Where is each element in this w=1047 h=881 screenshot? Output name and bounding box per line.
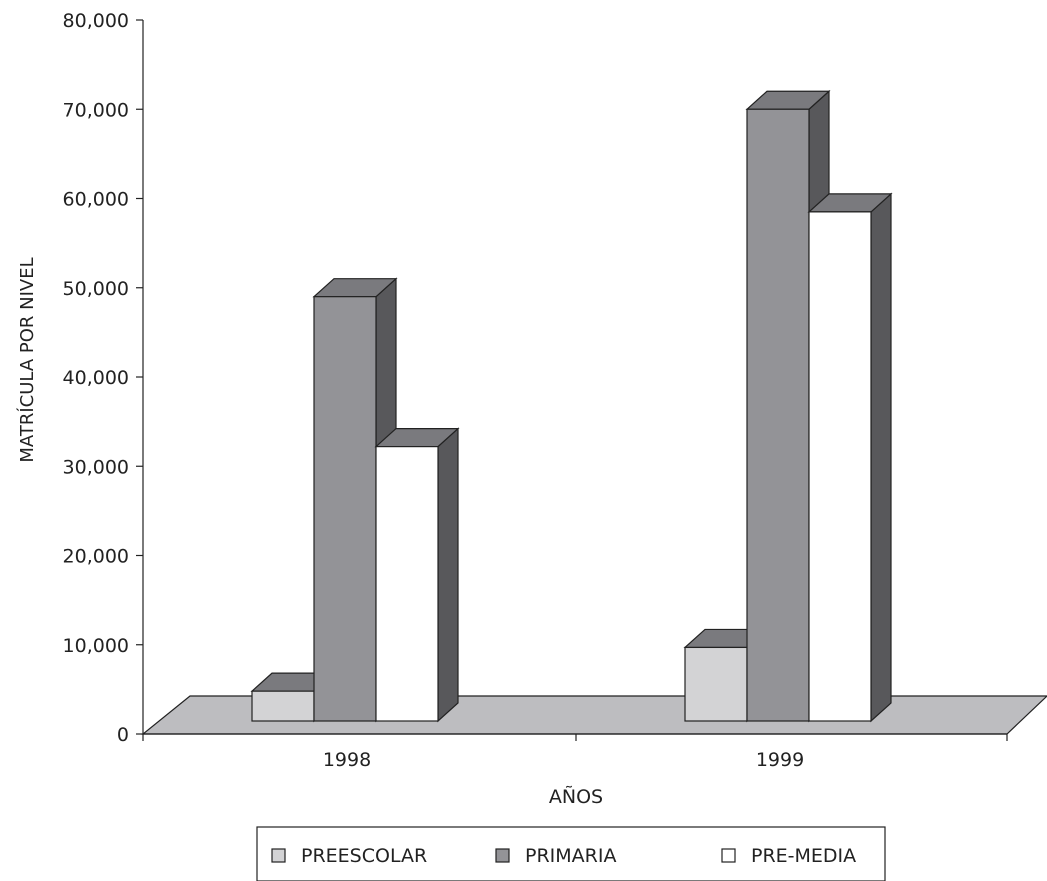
y-tick-label: 20,000 xyxy=(63,546,129,568)
bar xyxy=(374,427,460,723)
y-tick-label: 10,000 xyxy=(63,635,129,657)
legend-box xyxy=(256,826,886,881)
legend-swatch xyxy=(495,848,510,863)
legend-label: PRIMARIA xyxy=(525,845,616,867)
x-tick-label: 1998 xyxy=(323,749,371,771)
legend-label: PREESCOLAR xyxy=(301,845,427,867)
y-tick-label: 50,000 xyxy=(63,278,129,300)
bar-side xyxy=(437,427,459,723)
bar xyxy=(312,277,398,723)
bar-front xyxy=(808,211,872,722)
y-tick-label: 70,000 xyxy=(63,99,129,121)
bar-front xyxy=(251,690,315,722)
y-ticks: 0 10,000 20,000 30,000 40,000 50,000 60,000 70,… xyxy=(63,10,1008,746)
y-axis-label: MATRÍCULA POR NIVEL xyxy=(16,257,38,462)
bars xyxy=(250,89,893,723)
y-tick-label: 0 xyxy=(117,724,129,746)
legend-swatch xyxy=(271,848,286,863)
legend: PREESCOLAR PRIMARIA PRE-MEDIA xyxy=(256,826,886,881)
bar-front xyxy=(375,446,439,722)
x-axis-label: AÑOS xyxy=(549,785,603,808)
legend-label: PRE-MEDIA xyxy=(751,845,856,867)
y-tick-label: 60,000 xyxy=(63,189,129,211)
bar-side xyxy=(870,192,892,723)
y-tick-label: 80,000 xyxy=(63,10,129,32)
x-tick-label: 1999 xyxy=(756,749,804,771)
bar xyxy=(807,192,893,723)
x-tick-labels: 1998 1999 xyxy=(323,749,804,771)
legend-swatch xyxy=(721,848,736,863)
y-tick-label: 40,000 xyxy=(63,367,129,389)
bar-front xyxy=(684,646,748,722)
bar-front xyxy=(746,108,810,722)
y-tick-label: 30,000 xyxy=(63,456,129,478)
bar-front xyxy=(313,296,377,722)
